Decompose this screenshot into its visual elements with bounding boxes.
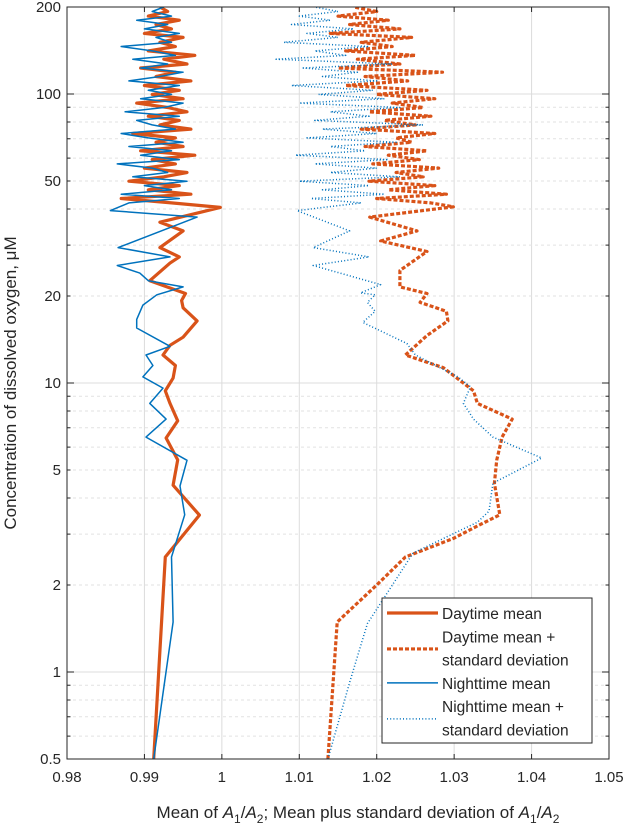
- x-label-part: /: [537, 803, 542, 822]
- x-label-part: A: [518, 803, 530, 822]
- series-line-nighttime-mean: [109, 7, 198, 759]
- y-tick-label: 50: [44, 173, 61, 190]
- x-tick-label: 1.03: [440, 769, 469, 786]
- x-label-part: A: [222, 803, 234, 822]
- x-label-part: 2: [553, 812, 560, 826]
- y-axis-label: Concentration of dissolved oxygen, μM: [1, 236, 20, 529]
- series-line-daytime-mean-standard-deviation: [326, 7, 514, 759]
- x-label-part: Mean of: [157, 803, 223, 822]
- x-label-part: 1: [234, 812, 241, 826]
- x-label-part: /: [241, 803, 246, 822]
- x-tick-label: 1.05: [594, 769, 623, 786]
- x-label-part: 1: [530, 812, 537, 826]
- x-axis-label: Mean of A1/A2; Mean plus standard deviat…: [157, 803, 560, 826]
- y-tick-label: 0.5: [40, 751, 61, 768]
- y-tick-label: 100: [36, 86, 61, 103]
- x-tick-label: 1.02: [362, 769, 391, 786]
- x-label-part: A: [540, 803, 552, 822]
- y-tick-label: 10: [44, 375, 61, 392]
- series-group: [109, 7, 543, 759]
- x-tick-label: 1: [218, 769, 226, 786]
- y-tick-label: 200: [36, 0, 61, 16]
- series-line-daytime-mean: [119, 7, 222, 759]
- x-label-part: A: [244, 803, 256, 822]
- x-label-part: ; Mean plus standard deviation of: [263, 803, 518, 822]
- legend-label: Nighttime mean: [442, 676, 551, 693]
- y-tick-label: 5: [53, 462, 61, 479]
- legend-label: standard deviation: [442, 723, 569, 740]
- x-label-part: 2: [257, 812, 264, 826]
- x-tick-label: 0.99: [130, 769, 159, 786]
- legend-label: standard deviation: [442, 653, 569, 670]
- legend: Daytime mean Daytime mean + standard devia…: [381, 597, 593, 744]
- legend-label: Daytime mean: [442, 606, 542, 623]
- series-line-nighttime-mean-standard-deviation: [275, 7, 543, 759]
- x-tick-label: 1.01: [285, 769, 314, 786]
- y-tick-label: 2: [53, 577, 61, 594]
- legend-label: Nighttime mean +: [442, 699, 564, 716]
- y-tick-label: 20: [44, 288, 61, 305]
- ticks: 0.98 0.99 1 1.01 1.02 1.03 1.04 1.05 0.5 1 2 5 10 20 5…: [36, 0, 624, 786]
- x-tick-label: 0.98: [52, 769, 81, 786]
- x-tick-label: 1.04: [517, 769, 546, 786]
- legend-box: [381, 597, 593, 744]
- legend-label: Daytime mean +: [442, 629, 555, 646]
- y-tick-label: 1: [53, 664, 61, 681]
